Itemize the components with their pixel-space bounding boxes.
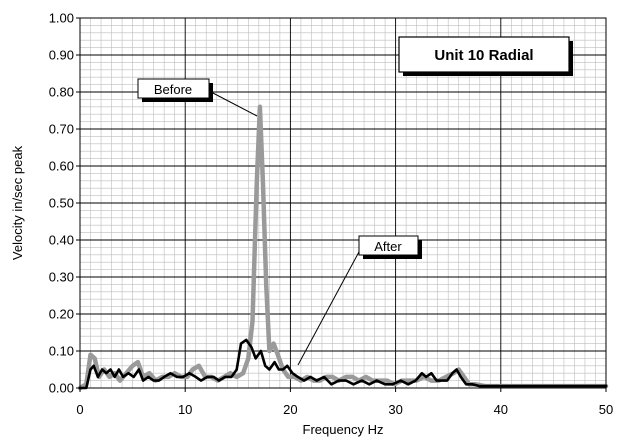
y-axis-title: Velocity in/sec peak (10, 145, 25, 260)
y-tick-label: 1.00 (49, 11, 74, 26)
before-leader-line (210, 91, 258, 117)
series-line-after (78, 338, 608, 390)
y-tick-label: 0.70 (49, 122, 74, 137)
x-tick-label: 0 (76, 402, 83, 417)
y-tick-label: 0.00 (49, 381, 74, 396)
x-axis-title: Frequency Hz (303, 422, 384, 437)
after-callout: After (297, 235, 422, 366)
x-axis-ticks: 0 10 20 30 40 50 (76, 388, 613, 417)
y-tick-label: 0.40 (49, 233, 74, 248)
y-tick-label: 0.90 (49, 48, 74, 63)
before-callout: Before (137, 78, 258, 117)
before-label-frame (137, 78, 210, 99)
title-box: Unit 10 Radial (398, 36, 573, 76)
title-box-frame (398, 36, 570, 73)
chart-title: Unit 10 Radial (434, 47, 533, 64)
after-leader-line (297, 249, 361, 366)
before-label: Before (154, 82, 192, 97)
series-line-before (77, 104, 609, 391)
x-tick-label: 30 (388, 402, 402, 417)
y-tick-label: 0.50 (49, 196, 74, 211)
major-grid (80, 18, 606, 388)
x-tick-label: 10 (178, 402, 192, 417)
y-axis-ticks: 0.00 0.10 0.20 0.30 0.40 0.50 0.60 0.70 0.80 0.90… (49, 11, 80, 396)
y-tick-label: 0.60 (49, 159, 74, 174)
x-tick-label: 40 (494, 402, 508, 417)
y-tick-label: 0.20 (49, 307, 74, 322)
x-tick-label: 50 (599, 402, 613, 417)
x-tick-label: 20 (283, 402, 297, 417)
y-tick-label: 0.30 (49, 270, 74, 285)
after-label: After (374, 239, 402, 254)
y-tick-label: 0.80 (49, 85, 74, 100)
series-layer (77, 104, 609, 391)
after-label-frame (358, 235, 419, 256)
y-tick-label: 0.10 (49, 344, 74, 359)
